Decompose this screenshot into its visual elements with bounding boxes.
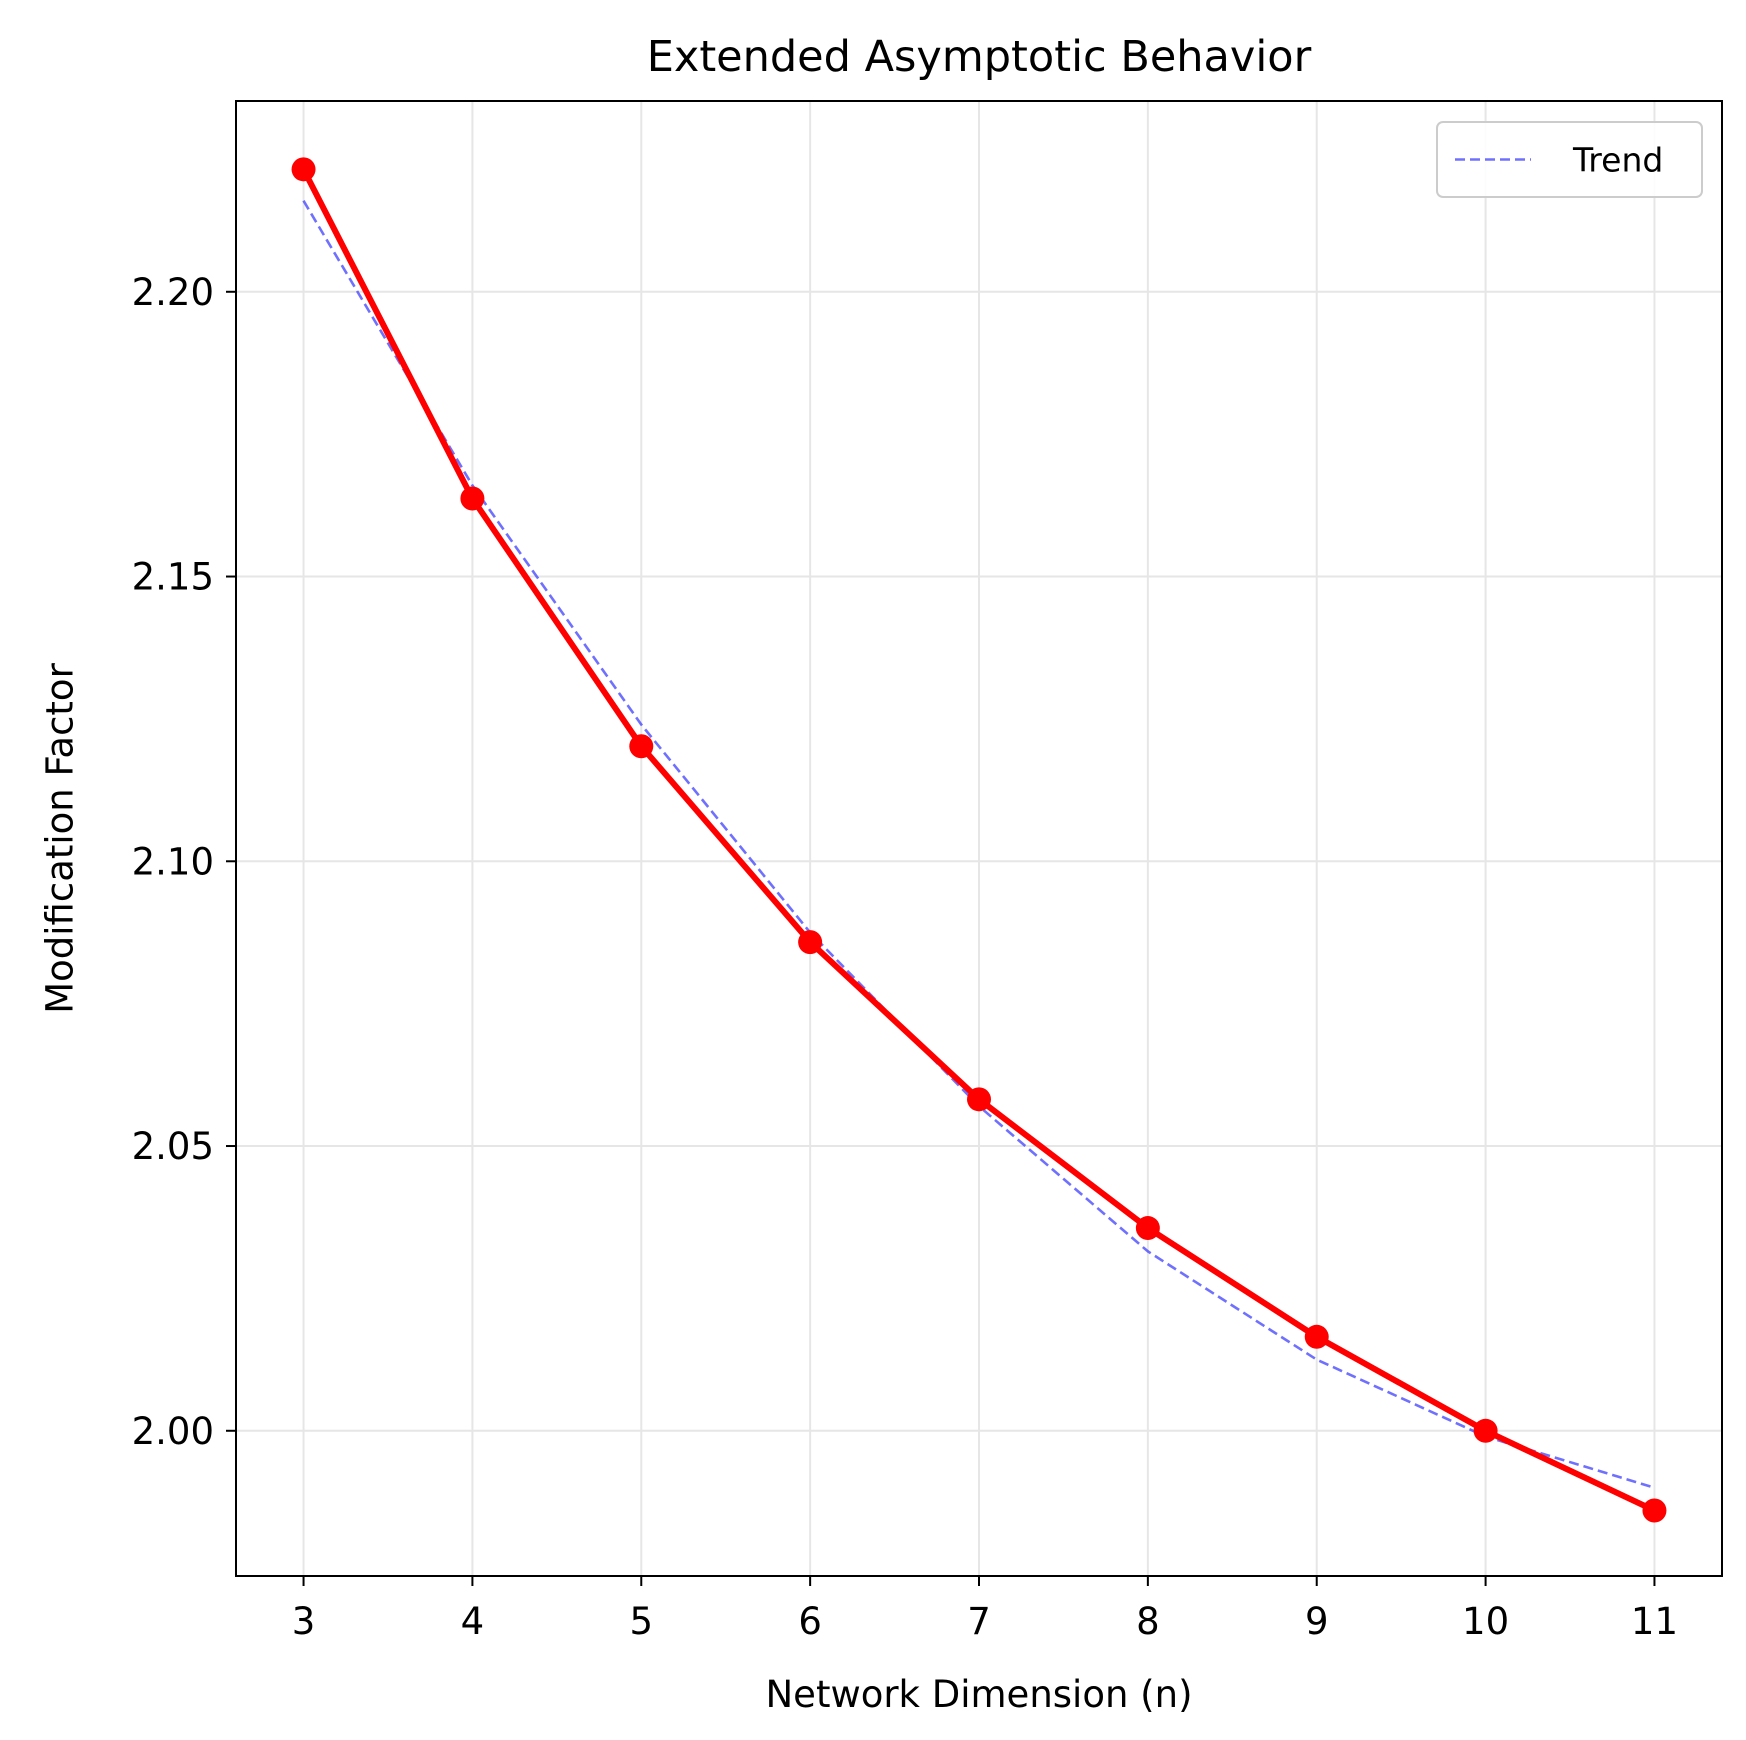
y-tick-label: 2.00: [132, 1410, 214, 1453]
x-tick-label: 3: [292, 1600, 316, 1643]
x-tick-label: 10: [1462, 1600, 1509, 1643]
data-point: [629, 734, 654, 759]
grid: [236, 101, 1722, 1576]
y-tick-label: 2.05: [132, 1125, 214, 1168]
data-point: [967, 1087, 991, 1112]
x-tick-label: 7: [967, 1600, 991, 1643]
axes: 3 4 5 6 7 8 9 10 11 2.00 2.05 2.10 2.15 2.20: [132, 271, 1678, 1643]
x-tick-label: 9: [1305, 1600, 1329, 1643]
data-point: [798, 930, 823, 955]
data-point: [460, 486, 485, 511]
y-tick-label: 2.15: [132, 556, 214, 599]
y-tick-label: 2.20: [132, 271, 214, 314]
data-point: [1304, 1324, 1329, 1349]
y-tick-label: 2.10: [132, 840, 214, 883]
legend: Trend: [1436, 121, 1703, 198]
chart-title: Extended Asymptotic Behavior: [647, 32, 1312, 82]
data-point: [1642, 1498, 1667, 1523]
x-axis-label: Network Dimension (n): [766, 1673, 1193, 1716]
data-point: [1473, 1418, 1498, 1443]
x-tick-label: 11: [1631, 1600, 1678, 1643]
series-layer: [291, 157, 1667, 1523]
legend-box: [1436, 121, 1703, 198]
data-point: [291, 157, 316, 182]
x-tick-label: 5: [629, 1600, 653, 1643]
x-tick-label: 4: [461, 1600, 485, 1643]
legend-label: Trend: [1572, 141, 1663, 180]
x-tick-label: 8: [1136, 1600, 1160, 1643]
y-axis-label: Modification Factor: [39, 662, 82, 1013]
x-tick-label: 6: [798, 1600, 822, 1643]
data-point: [1135, 1216, 1160, 1241]
